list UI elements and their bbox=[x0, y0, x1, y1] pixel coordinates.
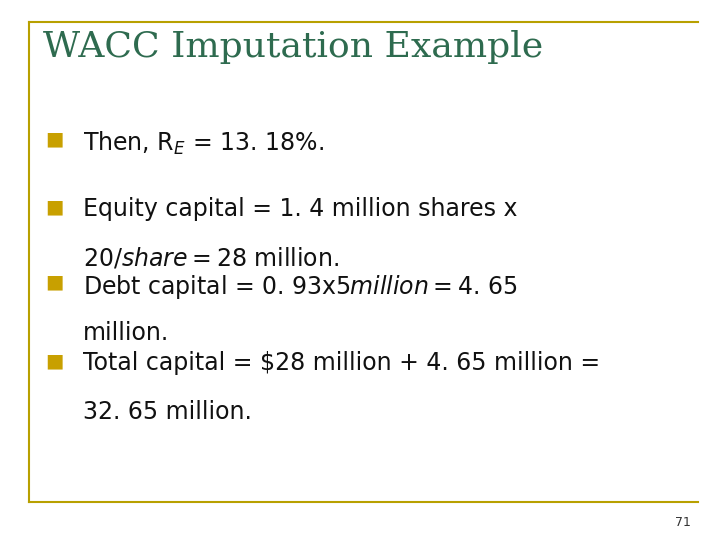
Text: Then, R$_{E}$ = 13. 18%.: Then, R$_{E}$ = 13. 18%. bbox=[83, 130, 324, 157]
Text: million.: million. bbox=[83, 321, 169, 345]
Text: WACC Imputation Example: WACC Imputation Example bbox=[43, 30, 544, 64]
Text: $20/share = $28 million.: $20/share = $28 million. bbox=[83, 246, 339, 271]
Text: ■: ■ bbox=[45, 273, 63, 292]
Text: Total capital = $28 million + 4. 65 million =: Total capital = $28 million + 4. 65 mill… bbox=[83, 351, 600, 375]
Text: 32. 65 million.: 32. 65 million. bbox=[83, 400, 252, 423]
Text: ■: ■ bbox=[45, 197, 63, 216]
Text: Equity capital = 1. 4 million shares x: Equity capital = 1. 4 million shares x bbox=[83, 197, 517, 221]
Text: ■: ■ bbox=[45, 130, 63, 148]
Text: ■: ■ bbox=[45, 351, 63, 370]
Text: 71: 71 bbox=[675, 516, 691, 529]
Text: Debt capital = 0. 93x$5 million = $4. 65: Debt capital = 0. 93x$5 million = $4. 65 bbox=[83, 273, 517, 301]
